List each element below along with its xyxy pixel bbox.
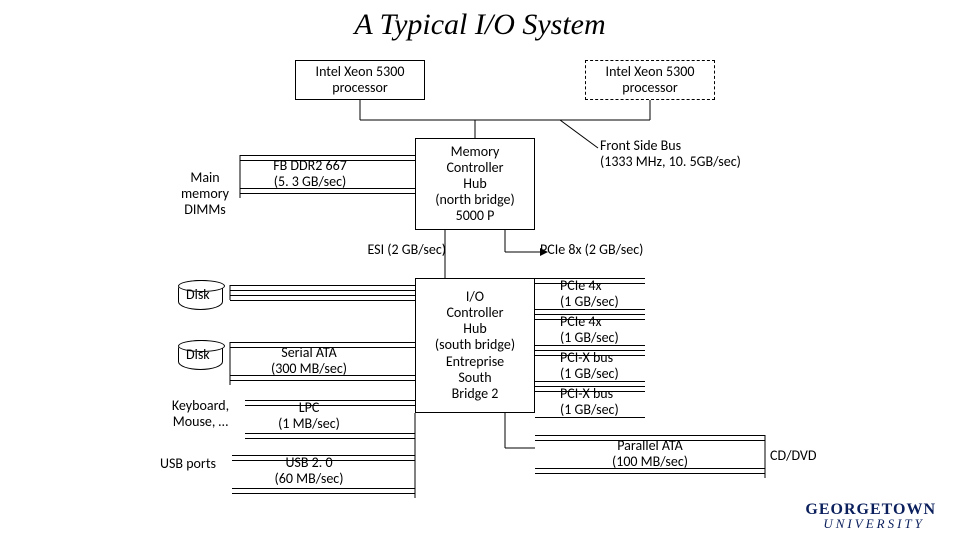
usb-ports-label: USB ports [160,456,240,472]
page-title: A Typical I/O System [0,8,960,42]
cddvd-label: CD/DVD [770,448,840,464]
mem-label: Main memory DIMMs [181,169,229,218]
fsb-label: Front Side Bus (1333 MHz, 10. 5GB/sec) [600,138,800,170]
pcix-bus-2 [535,386,645,422]
main-memory: Main memory DIMMs [165,170,245,218]
cpu-right-label: Intel Xeon 5300 processor [606,64,695,96]
keyboard-label: Keyboard, Mouse, … [158,398,243,430]
pcix-bus-1 [535,350,645,386]
south-label: I/O Controller Hub (south bridge) Entrep… [435,289,515,402]
pata-bus [535,435,765,478]
south-bridge: I/O Controller Hub (south bridge) Entrep… [415,278,535,413]
fsb-l2: (1333 MHz, 10. 5GB/sec) [600,154,800,170]
cpu-right: Intel Xeon 5300 processor [585,60,715,100]
north-bridge: Memory Controller Hub (north bridge) 500… [415,138,535,230]
pcie4-bus-1 [535,278,645,314]
georgetown-logo: GEORGETOWN UNIVERSITY [805,502,936,530]
north-label: Memory Controller Hub (north bridge) 500… [435,144,515,224]
logo-l2: UNIVERSITY [823,518,936,530]
disk2-label: Disk [186,347,210,363]
disk1-bus [230,285,415,305]
disk1-label: Disk [186,287,210,303]
cpu-left-label: Intel Xeon 5300 processor [316,64,405,96]
pcie4-bus-2 [535,314,645,350]
kbd-text: Keyboard, Mouse, … [172,397,229,430]
fsb-l1: Front Side Bus [600,138,800,154]
lpc-bus [245,400,415,443]
cpu-left: Intel Xeon 5300 processor [295,60,425,100]
pcie8-label: PCIe 8x (2 GB/sec) [540,242,690,258]
mem-bus [240,155,415,198]
disk2-bus [230,342,415,385]
usb-bus [232,455,415,498]
esi-label: ESI (2 GB/sec) [336,242,446,258]
